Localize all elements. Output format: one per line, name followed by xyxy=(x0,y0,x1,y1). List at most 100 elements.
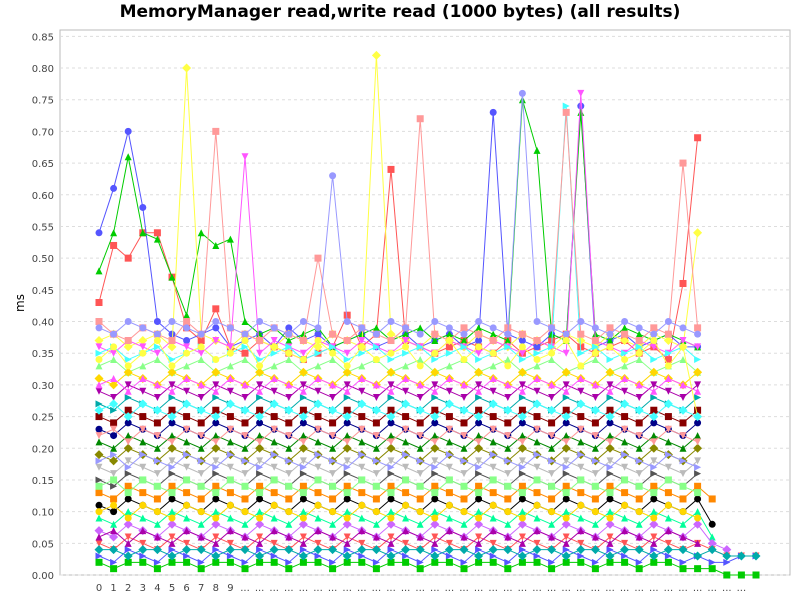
data-point xyxy=(329,349,337,357)
data-point xyxy=(153,381,161,389)
data-point xyxy=(590,545,600,555)
data-point xyxy=(95,356,103,364)
data-point xyxy=(445,330,453,338)
data-point xyxy=(314,514,322,522)
data-point xyxy=(431,489,439,497)
data-point xyxy=(270,362,278,370)
data-point xyxy=(635,419,643,427)
data-point xyxy=(387,539,395,547)
data-point xyxy=(95,425,103,433)
data-point xyxy=(285,482,293,490)
data-point xyxy=(167,551,177,561)
data-point xyxy=(606,394,614,402)
data-point xyxy=(635,349,643,357)
data-point xyxy=(577,413,585,421)
data-point xyxy=(372,432,380,440)
data-point xyxy=(517,367,527,377)
data-point xyxy=(314,425,322,433)
x-tick-label: ... xyxy=(474,583,484,594)
data-point xyxy=(212,533,220,541)
data-point xyxy=(110,419,118,427)
data-point xyxy=(255,443,265,453)
data-point xyxy=(270,349,278,357)
data-point xyxy=(285,337,293,345)
data-point xyxy=(518,508,526,516)
data-point xyxy=(256,482,264,490)
data-point xyxy=(475,343,483,351)
data-point xyxy=(343,438,351,446)
data-point xyxy=(110,482,118,490)
data-point xyxy=(212,337,220,345)
data-point xyxy=(138,545,148,555)
data-point xyxy=(621,476,629,484)
data-point xyxy=(256,438,264,446)
data-point xyxy=(343,558,351,566)
data-point xyxy=(402,375,410,383)
data-point xyxy=(459,545,469,555)
data-point xyxy=(664,387,672,395)
data-point xyxy=(664,514,672,522)
data-point xyxy=(342,551,352,561)
data-point xyxy=(664,330,672,338)
data-point xyxy=(183,318,191,326)
data-point xyxy=(110,229,118,237)
data-point xyxy=(475,406,483,414)
data-point xyxy=(299,489,307,497)
data-point xyxy=(153,457,161,465)
data-point xyxy=(650,330,658,338)
data-point xyxy=(256,419,264,427)
data-point xyxy=(212,558,220,566)
data-point xyxy=(416,520,424,528)
data-point xyxy=(679,565,687,573)
data-point xyxy=(415,545,425,555)
data-point xyxy=(168,558,176,566)
data-point xyxy=(299,457,307,465)
data-point xyxy=(139,343,147,351)
data-point xyxy=(387,558,395,566)
data-point xyxy=(460,324,468,332)
data-point xyxy=(270,375,278,383)
data-point xyxy=(460,343,468,351)
data-point xyxy=(723,571,731,579)
data-point xyxy=(621,552,629,560)
data-point xyxy=(475,356,483,364)
data-point xyxy=(212,305,220,313)
data-point xyxy=(270,552,278,560)
data-point xyxy=(577,330,585,338)
data-point xyxy=(372,565,380,573)
data-point xyxy=(679,508,687,516)
data-point xyxy=(489,558,497,566)
data-point xyxy=(139,375,147,383)
data-point xyxy=(445,375,453,383)
data-point xyxy=(255,551,265,561)
data-point xyxy=(679,356,687,364)
data-point xyxy=(372,444,380,452)
data-point xyxy=(751,551,761,561)
data-point xyxy=(343,514,351,522)
data-point xyxy=(489,489,497,497)
data-point xyxy=(489,552,497,560)
data-point xyxy=(722,551,732,561)
data-point xyxy=(489,387,497,395)
data-point xyxy=(197,470,205,478)
x-tick-label: ... xyxy=(372,583,382,594)
data-point xyxy=(314,451,322,459)
data-point xyxy=(488,399,498,409)
data-point xyxy=(620,545,630,555)
data-point xyxy=(285,330,293,338)
data-point xyxy=(387,489,395,497)
data-point xyxy=(241,356,249,364)
data-point xyxy=(241,337,249,345)
data-point xyxy=(460,330,468,338)
data-point xyxy=(694,343,702,351)
data-point xyxy=(577,463,585,471)
data-point xyxy=(153,356,161,364)
data-point xyxy=(212,381,220,389)
data-point xyxy=(386,367,396,377)
data-point xyxy=(591,349,599,357)
data-point xyxy=(285,419,293,427)
data-point xyxy=(212,127,220,135)
data-point xyxy=(635,533,643,541)
data-point xyxy=(445,514,453,522)
data-point xyxy=(664,476,672,484)
